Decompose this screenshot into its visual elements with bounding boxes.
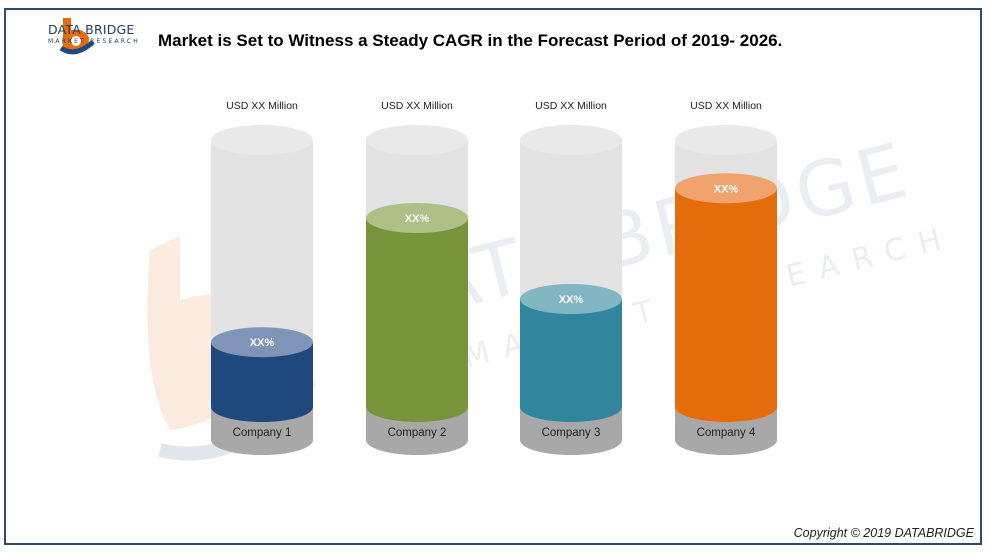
bar-cap-1 [211,327,313,358]
cylinder-top-cap-4 [675,125,777,155]
brand-tagline: MARKET RESEARCH [48,38,140,45]
chart-title: Market is Set to Witness a Steady CAGR i… [158,31,783,50]
chart-frame [4,8,982,545]
data-label-1: XX% [250,337,275,349]
top-label-2: USD XX Million [381,100,453,112]
logo-b-icon [63,18,89,52]
data-label-4: XX% [714,183,739,195]
category-label-3: Company 3 [542,427,601,439]
cylinder-top-cap-3 [520,125,622,155]
category-label-1: Company 1 [233,427,292,439]
brand-name: DATA BRIDGE [48,22,135,37]
top-label-3: USD XX Million [535,100,607,112]
top-label-4: USD XX Million [690,100,762,112]
bar-1 [211,342,313,422]
brand-logo [59,18,95,55]
bar-3 [520,299,622,422]
top-label-1: USD XX Million [226,100,298,112]
category-label-4: Company 4 [697,427,756,439]
bar-4 [675,188,777,422]
bar-cap-2 [366,203,468,233]
cylinder-top-cap-2 [366,125,468,155]
category-label-2: Company 2 [388,427,447,439]
data-label-2: XX% [405,213,430,225]
bar-cap-3 [520,284,622,314]
bar-2 [366,218,468,422]
data-label-3: XX% [559,294,584,306]
bar-cap-4 [675,173,777,204]
cylinder-top-cap-1 [211,125,313,155]
copyright-text: Copyright © 2019 DATABRIDGE [793,526,974,540]
